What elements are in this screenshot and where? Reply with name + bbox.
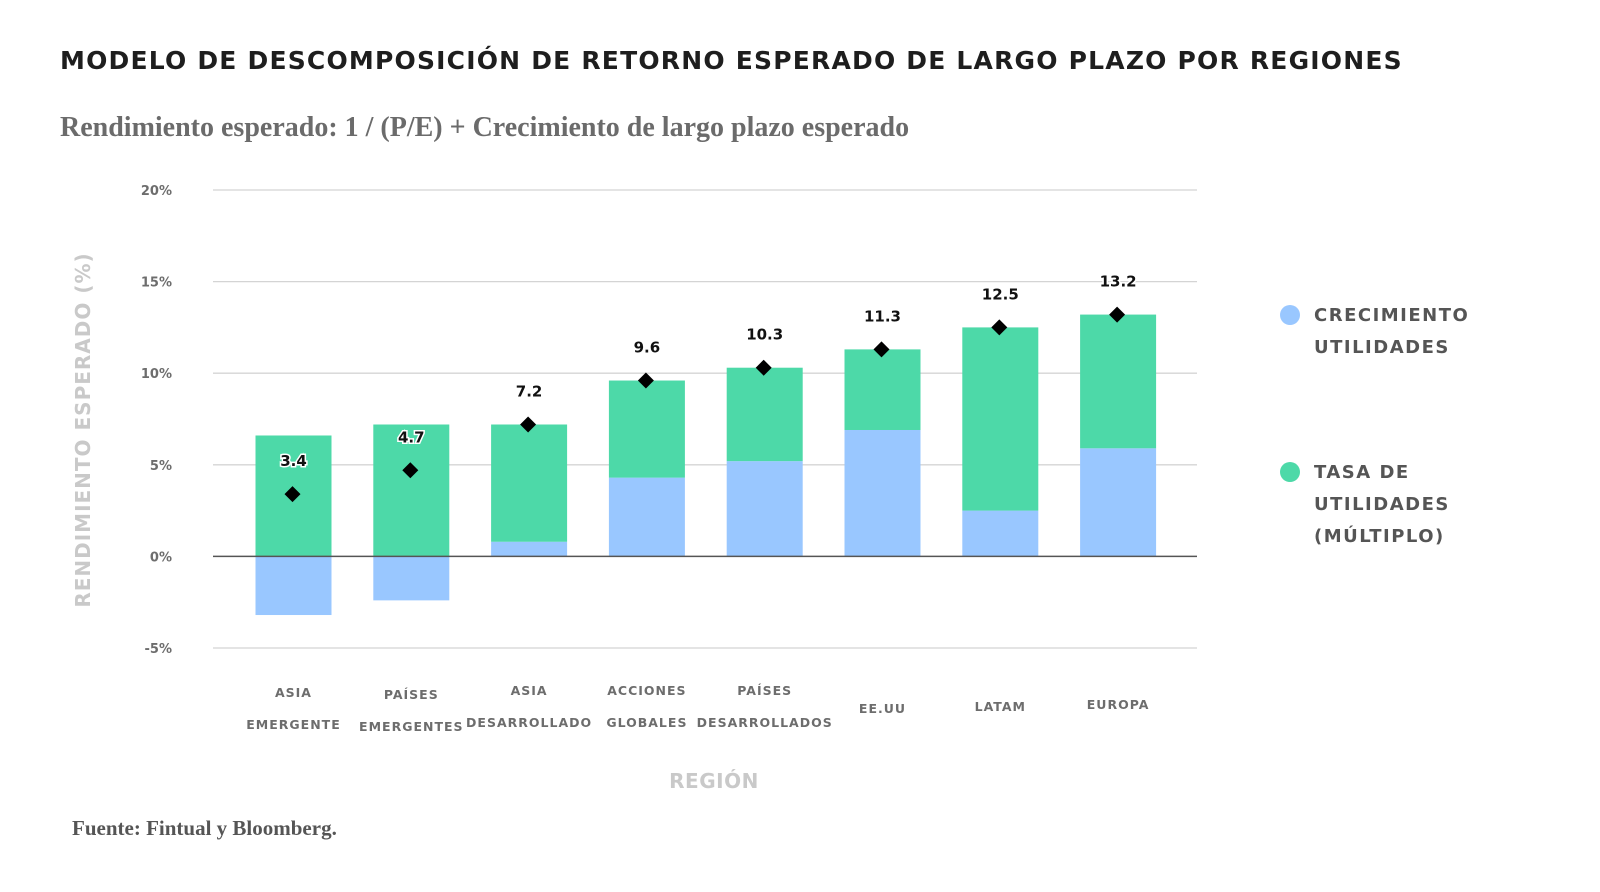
- y-tick-label: 20%: [141, 184, 172, 199]
- bar-segment-growth: [962, 510, 1039, 557]
- total-marker-diamond: [402, 462, 419, 479]
- x-category-label: EUROPA: [1087, 697, 1150, 712]
- chart-subtitle: Rendimiento esperado: 1 / (P/E) + Crecim…: [60, 112, 910, 143]
- legend: CRECIMIENTO UTILIDADES TASA DE UTILIDADES (M…: [1280, 305, 1469, 547]
- legend-label: TASA DE: [1314, 462, 1410, 483]
- bar-segment-growth: [373, 556, 450, 601]
- total-data-label: 4.7: [398, 428, 425, 446]
- total-data-label: 13.2: [1100, 273, 1137, 291]
- bar-segment-earnings-yield: [844, 349, 921, 430]
- bar-segment-growth: [491, 541, 568, 557]
- y-tick-label: 15%: [141, 276, 172, 291]
- bar-segment-growth: [844, 429, 921, 557]
- total-data-label: 9.6: [634, 339, 661, 357]
- x-category-label: GLOBALES: [606, 715, 687, 730]
- x-category-label: LATAM: [975, 699, 1026, 714]
- x-axis-categories: ASIA EMERGENTE PAÍSES EMERGENTES ASIA DESARRO…: [246, 683, 1150, 734]
- legend-label: CRECIMIENTO: [1314, 305, 1469, 326]
- x-category-label: PAÍSES: [384, 687, 439, 702]
- y-tick-label: -5%: [145, 642, 172, 657]
- legend-label: UTILIDADES: [1314, 337, 1450, 358]
- bar-segment-earnings-yield: [962, 327, 1039, 511]
- x-category-label: EE.UU: [859, 701, 906, 716]
- total-marker-diamond: [637, 372, 654, 389]
- y-axis-ticks: -5% 0% 5% 10% 15% 20%: [141, 184, 172, 657]
- gridlines: [213, 189, 1197, 649]
- total-marker-diamond: [755, 359, 772, 376]
- total-labels: 3.4 4.7 7.2 9.6 10.3 11.3 12.5 13.2: [279, 271, 1138, 472]
- total-data-label: 12.5: [982, 285, 1019, 303]
- total-data-label: 7.2: [516, 382, 543, 400]
- y-tick-label: 10%: [141, 367, 172, 382]
- total-data-label: 10.3: [746, 326, 783, 344]
- bar-segment-earnings-yield: [608, 380, 685, 478]
- bars: [255, 314, 1157, 616]
- legend-swatch-earnings-yield: [1280, 462, 1300, 482]
- total-data-label: 3.4: [280, 452, 307, 470]
- x-category-label: ASIA: [275, 685, 312, 700]
- x-axis-title: REGIÓN: [669, 769, 759, 793]
- legend-label: (MÚLTIPLO): [1314, 525, 1445, 547]
- y-axis-title: RENDIMIENTO ESPERADO (%): [71, 252, 95, 607]
- x-category-label: DESARROLLADOS: [697, 715, 833, 730]
- bar-segment-earnings-yield: [726, 367, 803, 462]
- x-category-label: EMERGENTE: [246, 717, 340, 732]
- x-category-label: ACCIONES: [607, 683, 686, 698]
- total-data-label: 11.3: [864, 307, 901, 325]
- x-category-label: EMERGENTES: [359, 719, 463, 734]
- total-marker-diamond: [284, 486, 301, 503]
- bar-segment-earnings-yield: [373, 424, 450, 557]
- bar-segment-earnings-yield: [491, 424, 568, 542]
- total-marker-diamond: [991, 319, 1008, 336]
- legend-swatch-growth: [1280, 305, 1300, 325]
- x-category-label: PAÍSES: [737, 683, 792, 698]
- x-category-label: DESARROLLADO: [466, 715, 592, 730]
- x-category-label: ASIA: [511, 683, 548, 698]
- y-tick-label: 0%: [150, 550, 172, 565]
- chart-title: MODELO DE DESCOMPOSICIÓN DE RETORNO ESPE…: [60, 46, 1403, 75]
- total-markers: [284, 306, 1126, 503]
- total-marker-diamond: [520, 416, 537, 433]
- bar-segment-growth: [255, 556, 332, 616]
- y-tick-label: 5%: [150, 459, 172, 474]
- source-note: Fuente: Fintual y Bloomberg.: [72, 816, 337, 840]
- total-marker-diamond: [1109, 306, 1126, 323]
- legend-label: UTILIDADES: [1314, 494, 1450, 515]
- bar-segment-growth: [1080, 448, 1157, 557]
- bar-segment-growth: [726, 461, 803, 557]
- total-marker-diamond: [873, 341, 890, 358]
- bar-segment-earnings-yield: [1080, 314, 1157, 449]
- bar-segment-growth: [608, 477, 685, 557]
